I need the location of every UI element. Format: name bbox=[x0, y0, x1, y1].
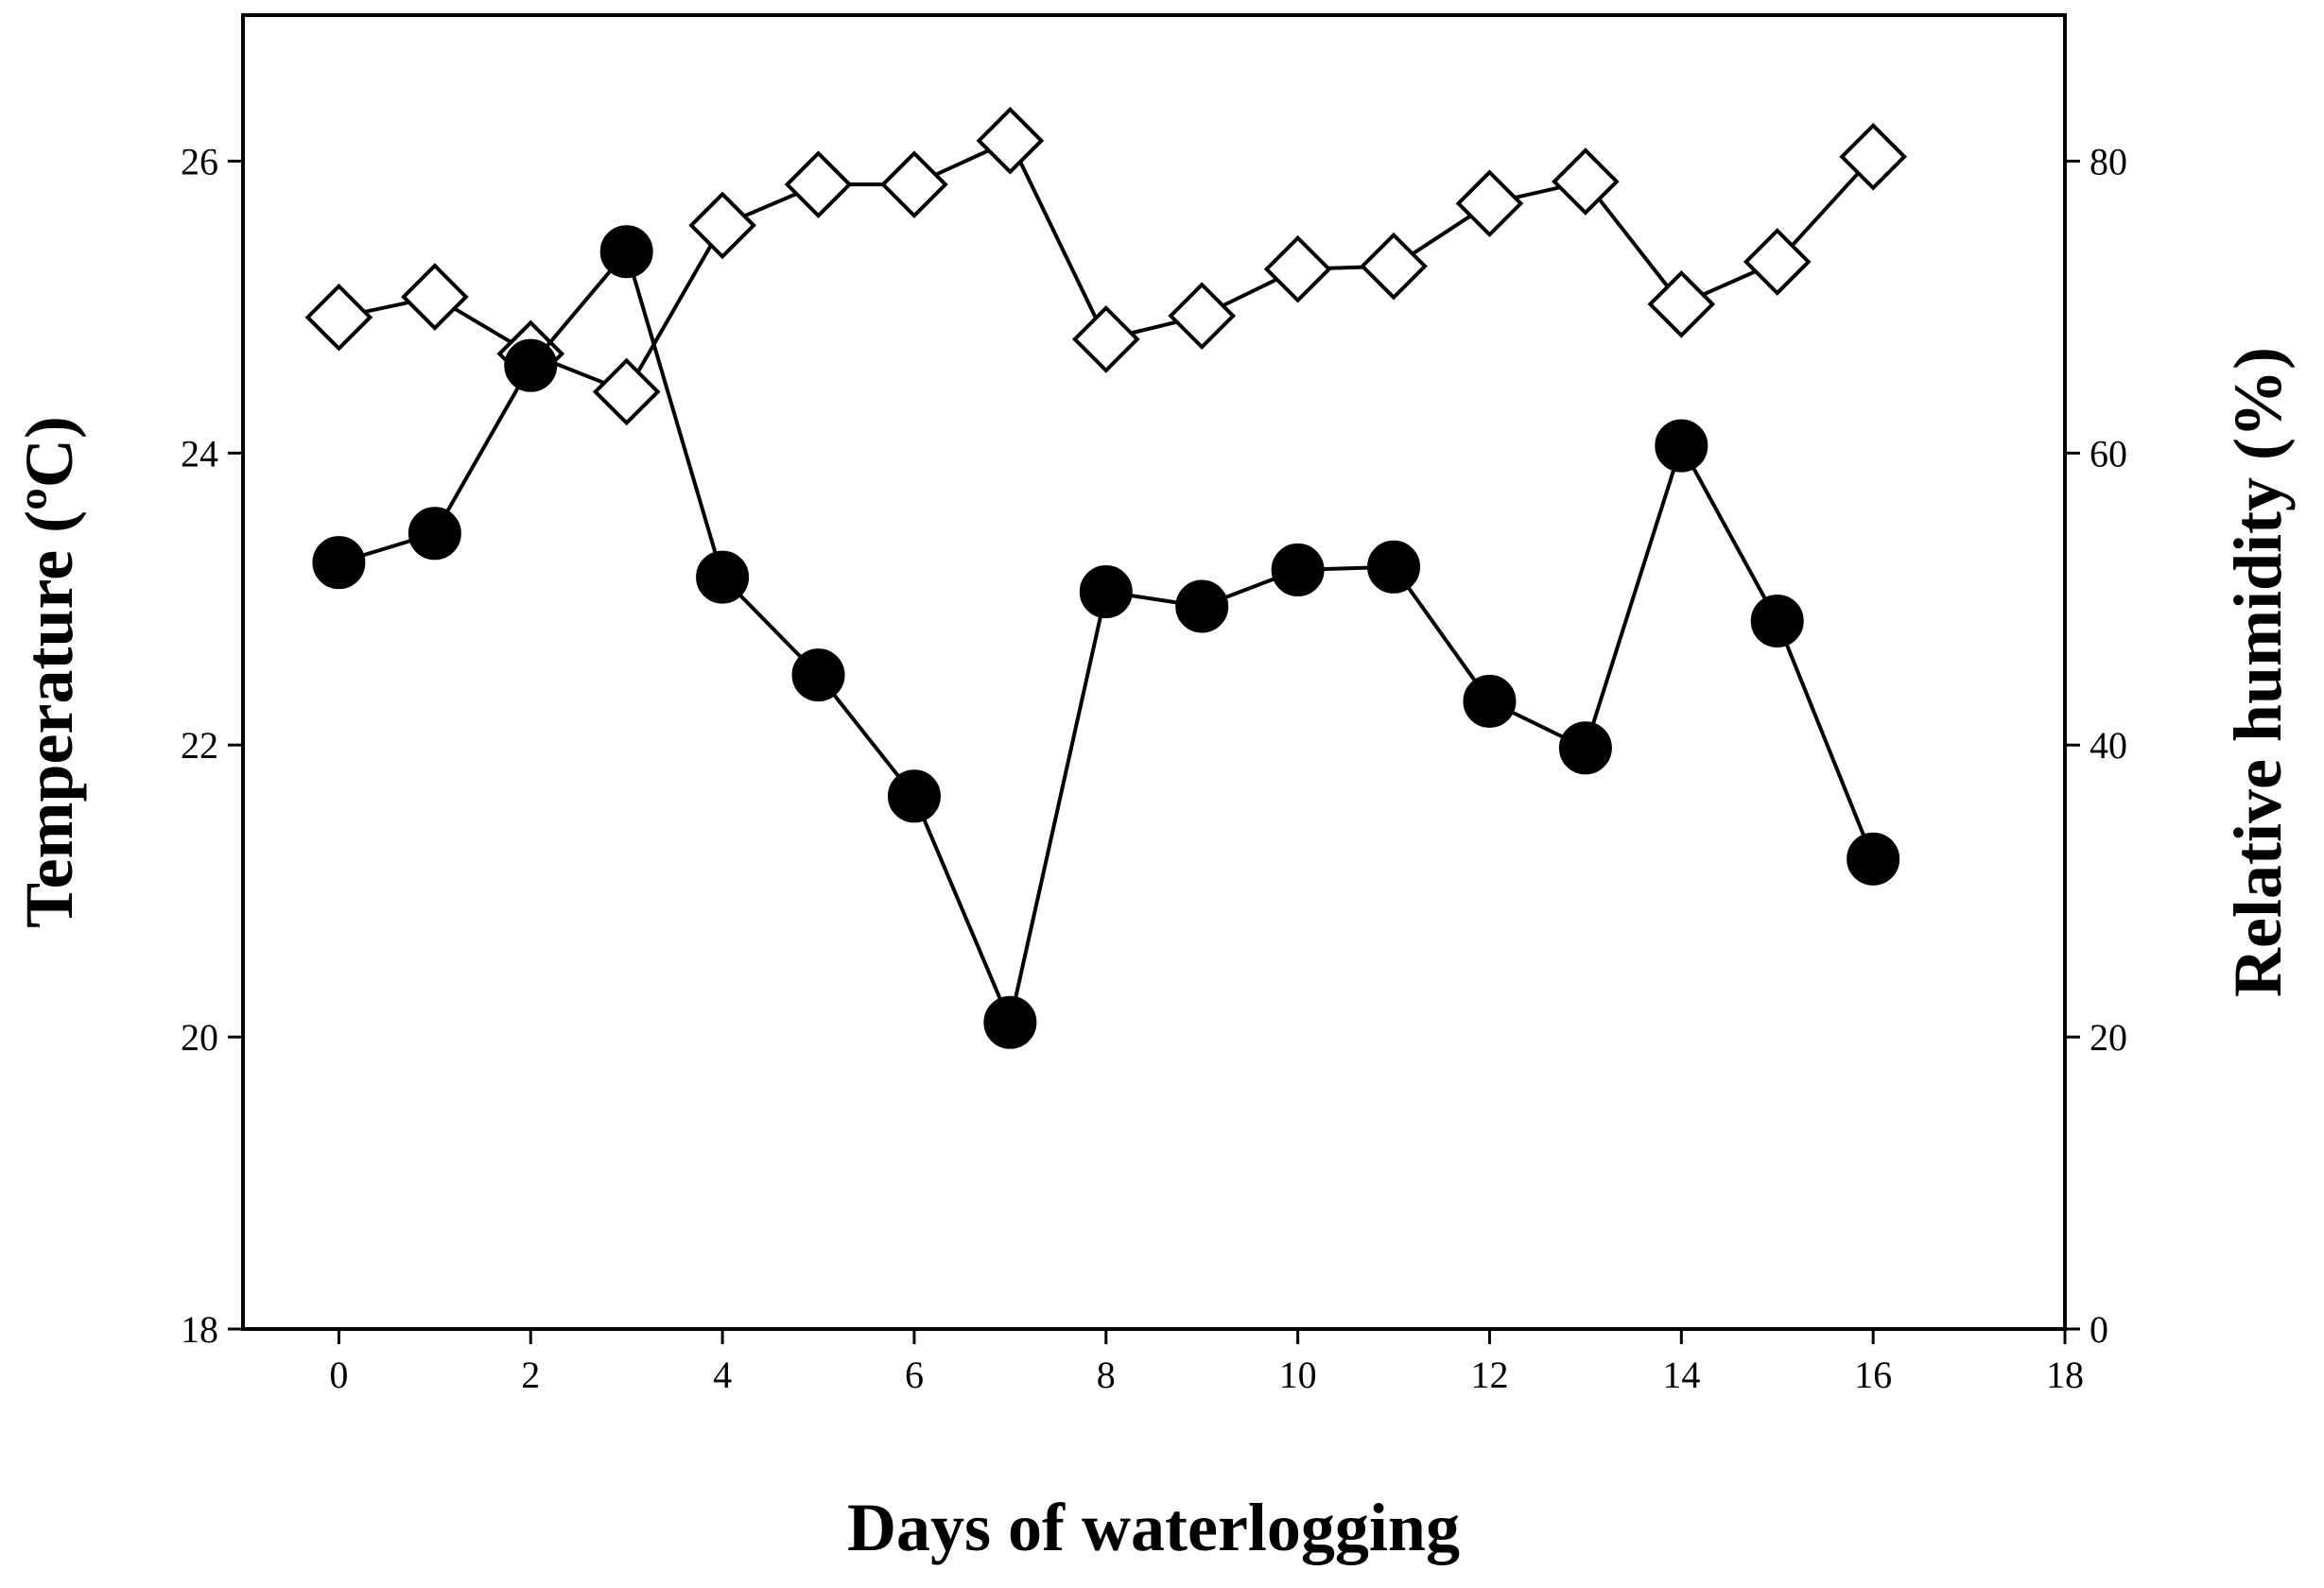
left-y-tick-label: 22 bbox=[181, 724, 218, 767]
temperature-point bbox=[1750, 594, 1804, 647]
humidity-point bbox=[1263, 234, 1332, 303]
temperature-point bbox=[312, 536, 366, 590]
left-y-axis: 18 20 22 24 26 bbox=[181, 140, 243, 1351]
temperature-point bbox=[696, 550, 750, 604]
humidity-point bbox=[1743, 228, 1812, 296]
x-tick-label: 0 bbox=[329, 1354, 348, 1396]
temperature-point bbox=[1175, 579, 1229, 633]
right-y-tick-label: 0 bbox=[2090, 1308, 2108, 1351]
temperature-point bbox=[1463, 674, 1517, 728]
series-layer bbox=[304, 106, 1907, 1049]
humidity-point bbox=[1647, 269, 1716, 338]
x-tick-label: 8 bbox=[1097, 1354, 1116, 1396]
plot-frame bbox=[241, 13, 2067, 1331]
x-tick-label: 12 bbox=[1470, 1354, 1508, 1396]
humidity-point bbox=[784, 150, 853, 218]
temperature-point bbox=[1367, 540, 1421, 594]
left-y-tick-label: 24 bbox=[181, 432, 218, 475]
x-tick-label: 16 bbox=[1854, 1354, 1892, 1396]
temperature-point bbox=[791, 648, 845, 702]
humidity-point bbox=[1168, 282, 1237, 350]
x-tick-label: 10 bbox=[1279, 1354, 1317, 1396]
humidity-point bbox=[1839, 122, 1907, 191]
right-y-axis-title: Relative humidity (%) bbox=[2220, 347, 2296, 997]
temperature-point bbox=[887, 769, 941, 823]
humidity-point bbox=[1455, 169, 1524, 238]
right-y-tick-label: 20 bbox=[2090, 1016, 2127, 1059]
humidity-point bbox=[401, 263, 469, 331]
humidity-point bbox=[592, 357, 661, 426]
temperature-point bbox=[599, 225, 653, 279]
humidity-point bbox=[1360, 232, 1428, 301]
temperature-point bbox=[983, 995, 1037, 1049]
humidity-point bbox=[688, 191, 756, 260]
humidity-point bbox=[304, 283, 373, 352]
left-y-tick-label: 20 bbox=[181, 1016, 218, 1059]
temperature-point bbox=[1079, 565, 1133, 619]
left-y-tick-label: 26 bbox=[181, 140, 218, 182]
humidity-point bbox=[976, 106, 1045, 175]
right-y-tick-label: 40 bbox=[2090, 724, 2127, 767]
x-axis-title: Days of waterlogging bbox=[847, 1490, 1460, 1565]
x-axis: 0 2 4 6 8 10 12 14 16 18 bbox=[329, 1329, 2084, 1396]
right-y-axis: 0 20 40 60 80 bbox=[2065, 140, 2127, 1351]
temperature-point bbox=[408, 507, 461, 561]
left-y-axis-title: Temperature (ºC) bbox=[11, 416, 87, 928]
humidity-point bbox=[1071, 305, 1140, 373]
x-tick-label: 18 bbox=[2046, 1354, 2084, 1396]
temperature-point bbox=[1271, 543, 1325, 596]
right-y-tick-label: 80 bbox=[2090, 140, 2127, 182]
x-tick-label: 4 bbox=[713, 1354, 732, 1396]
x-tick-label: 2 bbox=[521, 1354, 540, 1396]
temperature-point bbox=[504, 338, 558, 392]
right-y-tick-label: 60 bbox=[2090, 432, 2127, 475]
x-tick-label: 14 bbox=[1662, 1354, 1700, 1396]
humidity-point bbox=[880, 150, 948, 218]
left-y-tick-label: 18 bbox=[181, 1308, 218, 1351]
temperature-point bbox=[1558, 721, 1612, 775]
temperature-point bbox=[1655, 419, 1708, 473]
x-tick-label: 6 bbox=[905, 1354, 924, 1396]
temperature-point bbox=[1847, 832, 1900, 886]
humidity-point bbox=[1552, 147, 1620, 216]
